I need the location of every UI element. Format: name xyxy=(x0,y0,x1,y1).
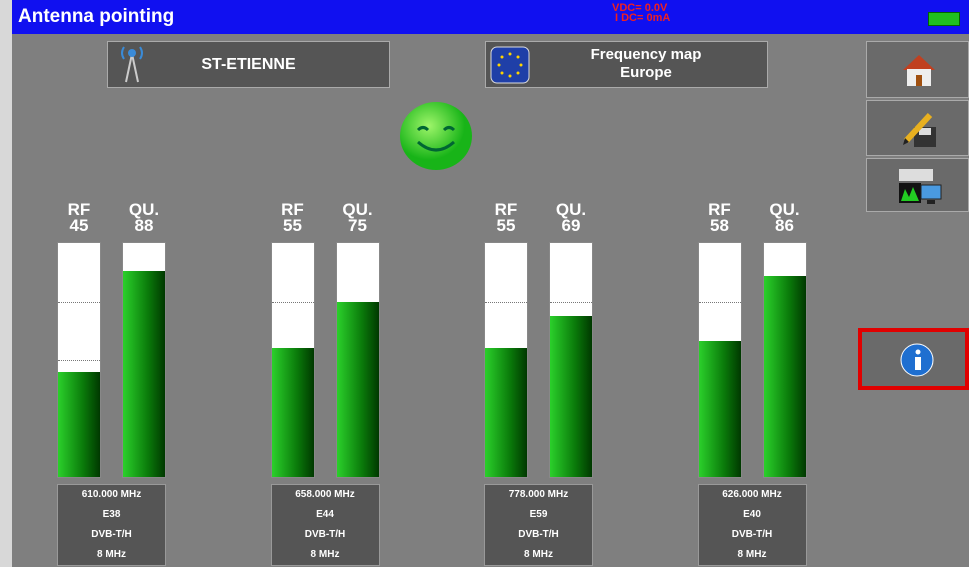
level-label: RF xyxy=(494,200,518,219)
level-value: 55 xyxy=(283,216,302,235)
spectrum-button[interactable] xyxy=(866,158,969,212)
info-standard: DVB-T/H xyxy=(91,529,132,540)
level-value: 55 xyxy=(496,216,516,235)
info-frequency: 778.000 MHz xyxy=(508,489,569,500)
info-frequency: 610.000 MHz xyxy=(81,489,142,500)
level-value: 45 xyxy=(69,216,89,235)
channel-info: 626.000 MHz E40 DVB-T/H 8 MHz xyxy=(697,484,807,566)
title: Antenna pointing xyxy=(18,6,175,27)
home-icon xyxy=(903,55,935,86)
level-bar xyxy=(762,242,807,478)
info-channel: E44 xyxy=(316,509,334,520)
level-bar xyxy=(57,242,101,478)
save-button[interactable] xyxy=(866,100,969,156)
level-label: QU. xyxy=(769,200,800,219)
level-fill xyxy=(698,341,741,477)
level-fill xyxy=(271,348,314,477)
level-bar xyxy=(549,242,593,478)
bar-gridline xyxy=(58,360,100,361)
antenna-icon xyxy=(121,46,143,83)
frequency-map-line: Frequency map xyxy=(590,46,702,63)
bar-gridline xyxy=(698,301,741,303)
location: ST-ETIENNE xyxy=(201,56,296,73)
level-fill xyxy=(336,301,379,477)
spectrum-icon xyxy=(899,169,942,204)
level-label: QU. xyxy=(128,200,160,219)
level-label: QU. xyxy=(342,200,373,219)
channel-info: 658.000 MHz E44 DVB-T/H 8 MHz xyxy=(270,484,380,566)
channel-info: 778.000 MHz E59 DVB-T/H 8 MHz xyxy=(484,484,593,566)
level-value: 58 xyxy=(710,216,729,235)
frequency-map-line: Europe xyxy=(620,64,672,81)
idc: I DC= 0mA xyxy=(615,12,671,24)
info-bandwidth: 8 MHz xyxy=(737,549,767,560)
info-frequency: 658.000 MHz xyxy=(295,489,355,500)
level-bar xyxy=(697,242,742,478)
level-value: 86 xyxy=(775,216,794,235)
level-bar xyxy=(484,242,528,478)
save-icon xyxy=(903,112,936,147)
info-standard: DVB-T/H xyxy=(731,529,773,540)
level-fill xyxy=(550,315,592,477)
level-fill xyxy=(123,271,165,477)
smiley xyxy=(400,102,472,170)
channel-info: 610.000 MHz E38 DVB-T/H 8 MHz xyxy=(57,484,166,566)
level-fill xyxy=(485,348,527,477)
bar-gridline xyxy=(58,301,100,303)
level-fill xyxy=(763,275,806,477)
bar-gridline xyxy=(271,301,314,303)
info-frequency: 626.000 MHz xyxy=(722,489,782,500)
level-label: RF xyxy=(67,200,91,219)
level-value: 75 xyxy=(348,216,367,235)
vdc: VDC= 0.0V xyxy=(612,2,668,14)
level-label: RF xyxy=(708,200,731,219)
info-bandwidth: 8 MHz xyxy=(97,549,126,560)
eu-flag xyxy=(490,46,530,84)
info-channel: E40 xyxy=(743,509,761,520)
info-button[interactable] xyxy=(858,328,969,390)
info-channel: E38 xyxy=(102,509,121,520)
info-channel: E59 xyxy=(529,509,548,520)
frequency-map: Frequency map Europe xyxy=(536,46,756,82)
bar-gridline xyxy=(485,301,527,303)
level-fill xyxy=(58,371,100,477)
location-button[interactable]: ST-ETIENNE xyxy=(107,41,390,88)
level-value: 69 xyxy=(561,216,581,235)
info-bandwidth: 8 MHz xyxy=(524,549,553,560)
screen: Antenna pointing VDC= 0.0V I DC= 0mA ST-… xyxy=(12,0,969,567)
level-value: 88 xyxy=(134,216,154,235)
frequency-map-button[interactable]: Frequency map Europe xyxy=(485,41,768,88)
level-bar xyxy=(122,242,166,478)
level-label: RF xyxy=(281,200,304,219)
top-bar: Antenna pointing VDC= 0.0V I DC= 0mA xyxy=(12,0,969,34)
bar-gridline xyxy=(550,301,592,303)
level-label: QU. xyxy=(555,200,587,219)
info-standard: DVB-T/H xyxy=(304,529,346,540)
level-bar xyxy=(335,242,380,478)
battery xyxy=(928,12,960,26)
info-icon xyxy=(900,343,934,377)
info-bandwidth: 8 MHz xyxy=(310,549,340,560)
home-button[interactable] xyxy=(866,41,969,98)
info-standard: DVB-T/H xyxy=(518,529,559,540)
level-bar xyxy=(270,242,315,478)
